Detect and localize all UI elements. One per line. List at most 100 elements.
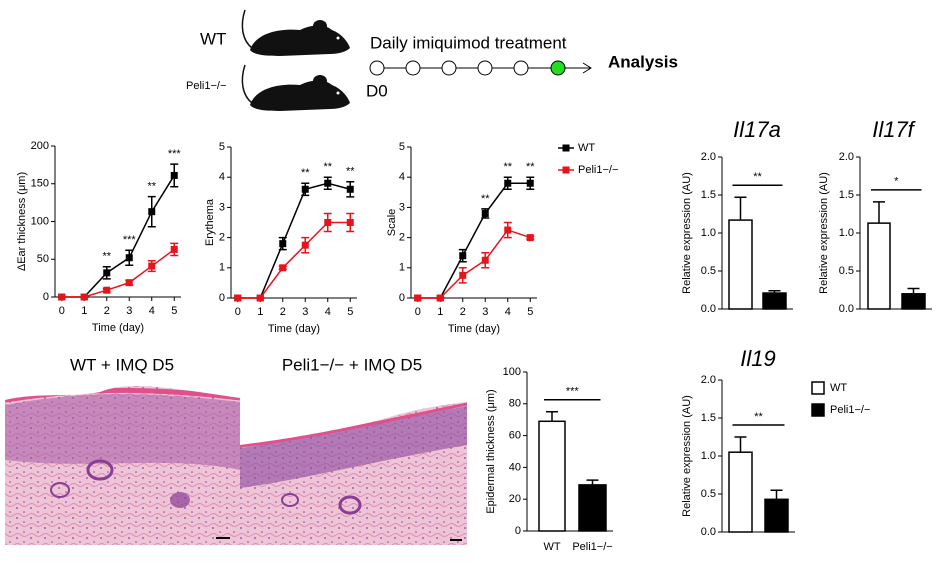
series-line — [417, 182, 531, 299]
marker — [414, 294, 422, 302]
y-tick-label: 0.5 — [701, 488, 716, 500]
y-tick-label: 1.5 — [701, 189, 716, 201]
y-axis-label: Relative expression (AU) — [681, 172, 693, 294]
marker — [436, 294, 444, 302]
endpoint-label: Analysis — [608, 52, 678, 71]
y-tick-label: 80 — [509, 398, 521, 410]
significance: ** — [301, 167, 310, 179]
bar — [538, 420, 566, 532]
y-axis-label: Relative expression (AU) — [681, 395, 693, 517]
y-tick-label: 0.5 — [839, 265, 854, 277]
y-tick-label: 40 — [509, 461, 521, 473]
bar — [901, 293, 926, 310]
y-tick-label: 1.0 — [839, 227, 854, 239]
legend-label: WT — [830, 382, 847, 394]
y-axis-label: Relative expression (AU) — [818, 172, 830, 294]
y-tick-label: 1 — [399, 262, 405, 274]
x-tick-label: 4 — [505, 306, 511, 318]
marker — [103, 286, 111, 294]
x-axis-label: Time (day) — [92, 322, 144, 334]
x-tick-label: 3 — [482, 306, 488, 318]
marker — [459, 252, 467, 260]
bar — [762, 292, 787, 310]
y-tick-label: 2.0 — [839, 151, 854, 163]
genotype-label: Peli1−/− — [186, 80, 226, 92]
marker — [80, 293, 88, 301]
bar — [867, 222, 891, 310]
mouse-icon — [241, 9, 351, 57]
y-tick-label: 20 — [509, 493, 521, 505]
series-line — [237, 182, 351, 299]
significance: ** — [147, 180, 156, 192]
y-axis-label: Scale — [386, 209, 398, 237]
y-tick-label: 0.0 — [701, 303, 716, 315]
significance: ** — [323, 161, 332, 173]
error-bar — [873, 201, 885, 224]
y-tick-label: 5 — [219, 141, 225, 153]
chart-title: Il17f — [872, 117, 916, 142]
marker — [279, 240, 287, 248]
error-bar — [734, 436, 747, 453]
x-tick-label: 3 — [126, 305, 132, 317]
timeline-days — [369, 60, 566, 76]
y-tick-label: 1.5 — [839, 189, 854, 201]
marker — [256, 294, 264, 302]
bar — [728, 451, 753, 533]
y-tick-label: 1.0 — [701, 227, 716, 239]
legend-swatch — [811, 403, 825, 417]
significance: *** — [123, 234, 137, 246]
y-tick-label: 2.0 — [701, 151, 716, 163]
y-axis-label: ΔEar thickness (μm) — [16, 172, 28, 271]
y-tick-label: 0 — [515, 525, 521, 537]
y-tick-label: 4 — [219, 171, 225, 183]
x-tick-label: 0 — [59, 305, 65, 317]
y-tick-label: 50 — [37, 253, 49, 265]
x-tick-label: 2 — [280, 306, 286, 318]
legend-marker — [562, 144, 570, 152]
bar — [728, 219, 753, 310]
marker — [504, 179, 512, 187]
x-tick-label: 5 — [347, 306, 353, 318]
marker — [58, 293, 66, 301]
marker — [148, 262, 156, 270]
x-tick-label: Peli1−/− — [572, 541, 612, 553]
significance: ** — [346, 166, 355, 178]
legend-swatch — [811, 381, 825, 395]
y-tick-label: 3 — [219, 201, 225, 213]
y-tick-label: 1.5 — [701, 412, 716, 424]
series-line — [237, 221, 351, 299]
x-tick-label: 5 — [171, 305, 177, 317]
error-bar — [546, 411, 558, 422]
y-axis-label: Erythema — [204, 198, 216, 246]
marker — [324, 219, 332, 226]
marker — [324, 179, 332, 187]
marker — [170, 171, 178, 179]
error-bar — [907, 287, 920, 294]
legend-label: Peli1−/− — [578, 164, 618, 176]
x-axis-label: Time (day) — [448, 323, 500, 335]
y-tick-label: 2 — [399, 232, 405, 244]
y-tick-label: 1 — [219, 262, 225, 274]
bar — [578, 484, 607, 532]
x-tick-label: 2 — [104, 305, 110, 317]
marker — [279, 264, 287, 272]
significance: *** — [566, 386, 580, 398]
y-tick-label: 0 — [399, 292, 405, 304]
histology-title: Peli1−/− + IMQ D5 — [282, 355, 422, 374]
significance: ** — [754, 411, 763, 423]
y-tick-label: 0.0 — [839, 303, 854, 315]
genotype-label: WT — [200, 29, 226, 48]
timeline-arrow — [582, 62, 592, 74]
significance: ** — [102, 251, 111, 263]
series-line — [61, 248, 175, 298]
day-label: D0 — [366, 81, 388, 100]
y-tick-label: 0 — [43, 291, 49, 303]
marker — [481, 256, 489, 264]
marker — [526, 179, 534, 187]
y-tick-label: 150 — [31, 178, 49, 190]
y-tick-label: 100 — [503, 366, 521, 378]
x-tick-label: 4 — [149, 305, 155, 317]
x-tick-label: WT — [543, 541, 560, 553]
significance: ** — [753, 171, 762, 183]
